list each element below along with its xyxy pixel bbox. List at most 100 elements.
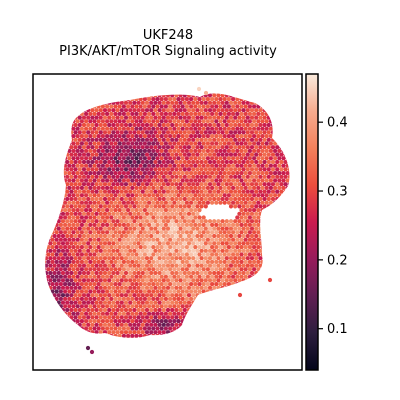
tissue-spot [75, 319, 80, 324]
tissue-spot [151, 97, 156, 102]
tissue-spot [144, 300, 150, 305]
tissue-spot [205, 245, 210, 250]
tissue-spot [279, 337, 284, 338]
tissue-spot [163, 215, 168, 220]
tissue-spot [246, 86, 250, 90]
tissue-spot [270, 315, 276, 320]
tissue-spot [233, 241, 238, 246]
tissue-spot [144, 211, 150, 216]
tissue-spot [46, 171, 51, 176]
tissue-spot [46, 289, 51, 294]
tissue-spot [199, 285, 204, 290]
tissue-spot [243, 141, 248, 146]
tissue-spot [205, 126, 210, 131]
tissue-spot [165, 226, 171, 231]
tissue-spot [107, 330, 112, 335]
tissue-spot [197, 97, 202, 102]
tissue-spot [115, 196, 120, 202]
tissue-spot [184, 259, 189, 264]
tissue-spot [157, 270, 162, 276]
tissue-spot [247, 304, 252, 309]
tissue-spot [151, 230, 156, 235]
tissue-spot [161, 278, 166, 283]
tissue-spot [50, 304, 55, 309]
tissue-spot [124, 345, 128, 349]
tissue-spot [81, 211, 87, 216]
tissue-spot [163, 296, 168, 301]
tissue-spot [196, 86, 202, 92]
tissue-spot [48, 219, 53, 224]
tissue-spot [266, 189, 271, 194]
tissue-spot [79, 222, 84, 227]
tissue-spot [40, 108, 44, 112]
tissue-spot [226, 119, 231, 124]
tissue-spot [220, 241, 225, 246]
tissue-spot [228, 248, 234, 253]
tissue-spot [45, 248, 49, 253]
tissue-spot [273, 200, 278, 205]
tissue-spot [258, 196, 263, 202]
tissue-spot [258, 293, 263, 298]
tissue-spot [119, 256, 124, 261]
tissue-spot [290, 215, 294, 219]
tissue-spot [136, 93, 141, 98]
tissue-spot [73, 174, 78, 179]
tissue-spot [235, 163, 240, 168]
tissue-spot [126, 185, 131, 190]
tissue-spot [193, 296, 198, 301]
tissue-spot [228, 307, 234, 313]
tissue-spot [178, 167, 183, 172]
tissue-spot [100, 148, 105, 153]
tissue-spot [222, 185, 227, 190]
tissue-spot [115, 300, 120, 305]
tissue-spot [63, 333, 68, 338]
tissue-spot [92, 304, 97, 309]
tissue-spot [155, 178, 160, 183]
tissue-spot [63, 274, 68, 279]
tissue-spot [189, 311, 194, 316]
tissue-spot [212, 189, 217, 194]
tissue-spot [54, 126, 59, 131]
tissue-spot [258, 285, 263, 290]
tissue-spot [151, 267, 156, 272]
tissue-spot [84, 282, 89, 287]
tissue-spot [218, 156, 223, 161]
tissue-spot [290, 260, 294, 264]
tissue-spot [53, 86, 57, 90]
tissue-spot [75, 156, 80, 161]
tissue-spot [193, 111, 198, 116]
tissue-spot [96, 178, 101, 183]
tissue-spot [69, 122, 74, 128]
tissue-spot [292, 219, 296, 223]
tissue-spot [52, 278, 57, 283]
tissue-spot [277, 289, 282, 294]
tissue-spot [157, 241, 162, 246]
tissue-spot [115, 145, 120, 150]
tissue-spot [54, 222, 59, 227]
tissue-spot [90, 211, 95, 216]
tissue-spot [67, 311, 72, 316]
tissue-spot [79, 296, 84, 301]
tissue-spot [159, 141, 164, 146]
tissue-spot [193, 267, 198, 272]
tissue-spot [271, 345, 275, 349]
tissue-spot [111, 256, 116, 261]
tissue-spot [126, 274, 131, 279]
tissue-spot [191, 233, 196, 239]
tissue-spot [73, 130, 78, 135]
tissue-spot [186, 278, 192, 283]
tissue-spot [130, 163, 135, 168]
tissue-spot [191, 204, 196, 209]
tissue-spot [226, 259, 231, 264]
tissue-spot [86, 204, 91, 209]
tissue-spot [247, 311, 252, 316]
tissue-spot [296, 345, 300, 349]
tissue-spot [163, 311, 168, 316]
tissue-spot [249, 167, 255, 172]
tissue-spot [237, 263, 242, 268]
tissue-spot [63, 111, 68, 116]
tissue-spot [128, 307, 133, 313]
tissue-spot [50, 171, 55, 176]
tissue-spot [243, 97, 248, 102]
tissue-spot [88, 119, 93, 124]
